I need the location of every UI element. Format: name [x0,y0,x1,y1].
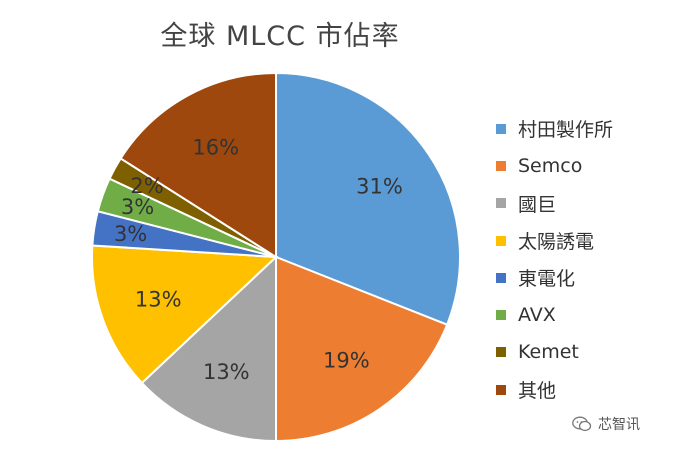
data-label-0: 31% [356,175,403,199]
legend-label: 其他 [518,380,557,403]
legend-swatch [496,235,506,246]
legend-swatch [496,198,506,209]
pie-slices [91,71,461,443]
legend-item-2: 國巨 [496,185,686,222]
legend-item-1: Semco [496,147,686,184]
data-labels: 31%19%13%13%3%3%2%16% [114,135,403,383]
legend-swatch [496,347,506,358]
wechat-icon [572,416,592,432]
legend-swatch [496,310,506,321]
legend-item-6: Kemet [496,334,686,371]
pie-slice-1 [275,255,449,443]
pie-slice-2 [140,254,277,443]
legend-item-5: AVX [496,296,686,333]
watermark-text: 芯智讯 [598,417,640,433]
pie-slice-0 [275,71,461,327]
chart-title: 全球 MLCC 市佔率 [160,21,400,52]
legend-item-7: 其他 [496,371,686,408]
legend-swatch [496,160,506,171]
data-label-6: 2% [130,174,163,198]
legend-label: AVX [518,304,556,327]
legend-label: 太陽誘電 [518,231,595,254]
watermark: 芯智讯 [572,412,682,436]
legend-label: 國巨 [518,193,557,216]
legend-swatch [496,384,506,395]
legend-label: 東電化 [518,268,576,291]
legend-label: Semco [518,154,583,177]
data-label-4: 3% [114,222,147,246]
data-label-2: 13% [203,360,250,384]
legend-label: Kemet [518,341,579,364]
data-label-3: 13% [135,287,182,311]
legend-item-4: 東電化 [496,259,686,296]
data-label-5: 3% [121,195,154,219]
data-label-1: 19% [323,348,370,372]
legend-item-0: 村田製作所 [496,110,686,147]
legend-label: 村田製作所 [518,119,614,142]
legend: 村田製作所 Semco 國巨太陽誘電東電化 AVX Kemet 其他 [496,110,686,408]
legend-item-3: 太陽誘電 [496,222,686,259]
legend-swatch [496,272,506,283]
data-label-7: 16% [192,135,239,159]
legend-swatch [496,123,506,134]
pie-slice-3 [91,244,279,385]
pie-slice-7 [119,71,277,259]
